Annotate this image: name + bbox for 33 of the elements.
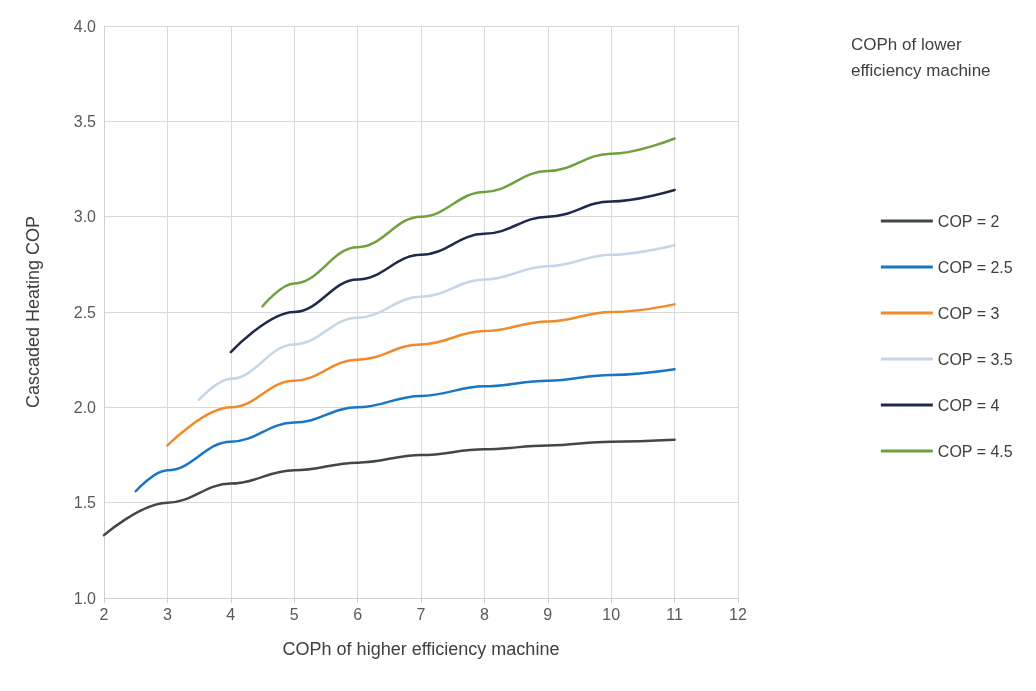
line-series — [102, 438, 676, 537]
line-series — [166, 303, 676, 447]
legend-label: COP = 3.5 — [937, 350, 1013, 368]
line-series — [197, 244, 676, 401]
line-series — [229, 188, 676, 354]
y-tick-label: 2.0 — [73, 398, 97, 416]
y-tick-label: 3.0 — [73, 208, 97, 226]
x-tick-label: 5 — [289, 605, 299, 623]
legend-label: COP = 2.5 — [937, 258, 1013, 276]
legend-label: COP = 2 — [937, 212, 1000, 230]
y-tick-label: 1.5 — [73, 494, 97, 512]
x-tick-label: 3 — [162, 605, 172, 623]
x-tick-label: 7 — [416, 605, 426, 623]
x-tick-label: 12 — [729, 605, 747, 623]
legend-label: COP = 3 — [937, 304, 1000, 322]
line-series — [134, 367, 676, 493]
y-tick-label: 4.0 — [73, 17, 97, 35]
x-tick-label: 10 — [602, 605, 621, 623]
x-tick-label: 9 — [543, 605, 553, 623]
legend-label: COP = 4.5 — [937, 442, 1013, 460]
y-axis-title: Cascaded Heating COP — [23, 215, 43, 409]
legend-label: COP = 4 — [937, 396, 1000, 414]
legend-title: COPh of lower efficiency machine — [851, 34, 991, 80]
line-series — [261, 137, 676, 308]
x-tick-label: 8 — [479, 605, 489, 623]
x-tick-label: 11 — [666, 605, 684, 623]
x-tick-label: 6 — [353, 605, 363, 623]
y-tick-label: 2.5 — [73, 303, 97, 321]
x-axis-title: COPh of higher efficiency machine — [282, 639, 560, 659]
y-tick-label: 3.5 — [73, 112, 97, 130]
x-tick-label: 4 — [226, 605, 236, 623]
x-tick-label: 2 — [99, 605, 109, 623]
y-tick-label: 1.0 — [73, 589, 97, 607]
